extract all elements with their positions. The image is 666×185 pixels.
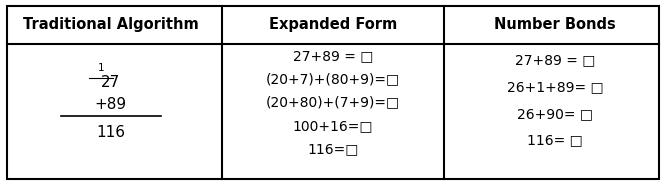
- Text: Traditional Algorithm: Traditional Algorithm: [23, 17, 198, 33]
- Text: 116: 116: [97, 125, 125, 140]
- Text: 1: 1: [98, 63, 104, 73]
- Text: 27+89 = □: 27+89 = □: [293, 49, 373, 63]
- Text: 27+89 = □: 27+89 = □: [515, 53, 595, 67]
- Text: 26+90= □: 26+90= □: [517, 107, 593, 121]
- Text: 116= □: 116= □: [527, 134, 583, 148]
- Text: (20+80)+(7+9)=□: (20+80)+(7+9)=□: [266, 96, 400, 110]
- Text: Number Bonds: Number Bonds: [494, 17, 616, 33]
- Text: 26+1+89= □: 26+1+89= □: [507, 80, 603, 94]
- Text: +89: +89: [95, 97, 127, 112]
- Text: 100+16=□: 100+16=□: [293, 119, 373, 133]
- Text: (20+7)+(80+9)=□: (20+7)+(80+9)=□: [266, 73, 400, 87]
- Text: Expanded Form: Expanded Form: [269, 17, 397, 33]
- Text: 27: 27: [101, 75, 121, 90]
- Text: 116=□: 116=□: [307, 142, 359, 156]
